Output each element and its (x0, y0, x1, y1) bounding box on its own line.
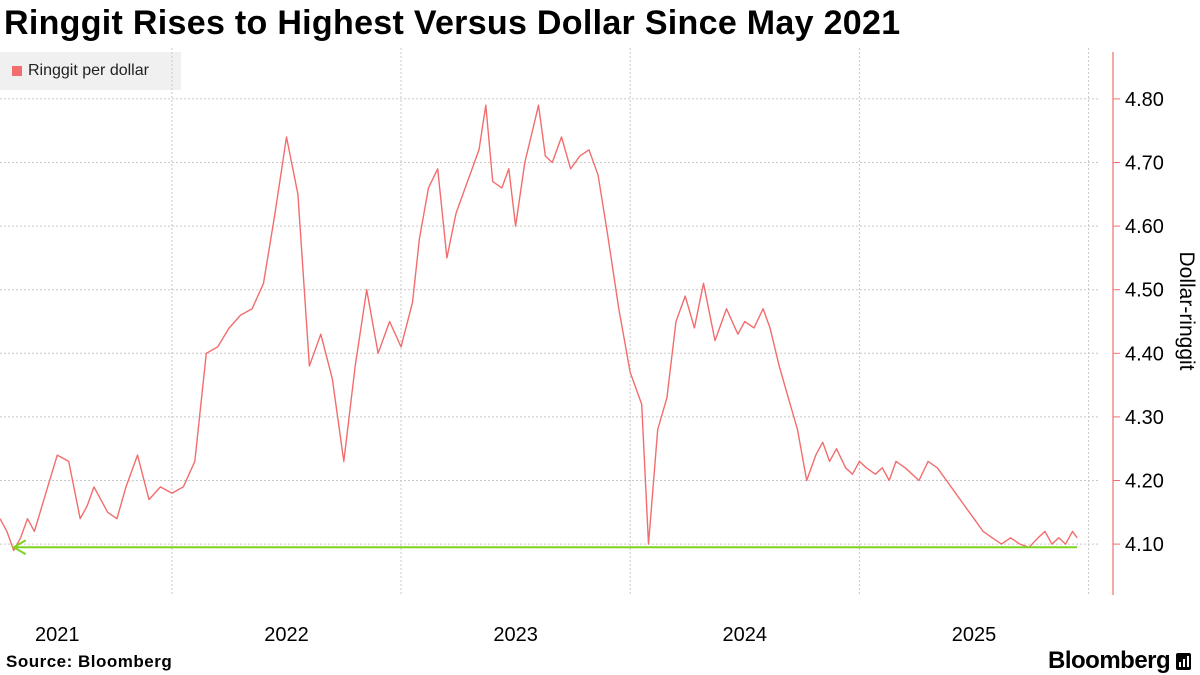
x-tick-label: 2022 (264, 624, 309, 646)
series-line (0, 104, 1078, 552)
y-tick-label: 4.80 (1125, 89, 1164, 111)
chart-title: Ringgit Rises to Highest Versus Dollar S… (4, 4, 901, 42)
source-note: Source: Bloomberg (6, 652, 173, 671)
axis-layer: 4.10 4.20 4.30 4.40 4.50 4.60 4.70 4.80 2021 2022… (35, 52, 1164, 646)
x-tick-label: 2025 (952, 624, 997, 646)
y-tick-label: 4.70 (1125, 152, 1164, 174)
grid-layer (0, 48, 1100, 595)
y-tick-label: 4.60 (1125, 216, 1164, 238)
y-tick-label: 4.30 (1125, 407, 1164, 429)
brand-name: Bloomberg (1048, 647, 1171, 674)
legend-swatch (12, 66, 22, 76)
annotation-arrowhead (11, 539, 27, 556)
x-tick-label: 2023 (493, 624, 538, 646)
bloomberg-terminal-icon (1176, 652, 1192, 670)
x-tick-label: 2021 (35, 624, 80, 646)
x-tick-label: 2024 (723, 624, 768, 646)
legend-label: Ringgit per dollar (28, 62, 149, 79)
series-layer (0, 104, 1078, 552)
y-tick-label: 4.10 (1125, 534, 1164, 556)
annotation-layer (11, 539, 1078, 556)
legend: Ringgit per dollar (0, 52, 181, 90)
y-tick-label: 4.40 (1125, 343, 1164, 365)
y-axis-title: Dollar-ringgit (1175, 251, 1198, 371)
y-tick-label: 4.20 (1125, 471, 1164, 493)
y-tick-label: 4.50 (1125, 280, 1164, 302)
brand-logo: Bloomberg (1048, 647, 1192, 675)
